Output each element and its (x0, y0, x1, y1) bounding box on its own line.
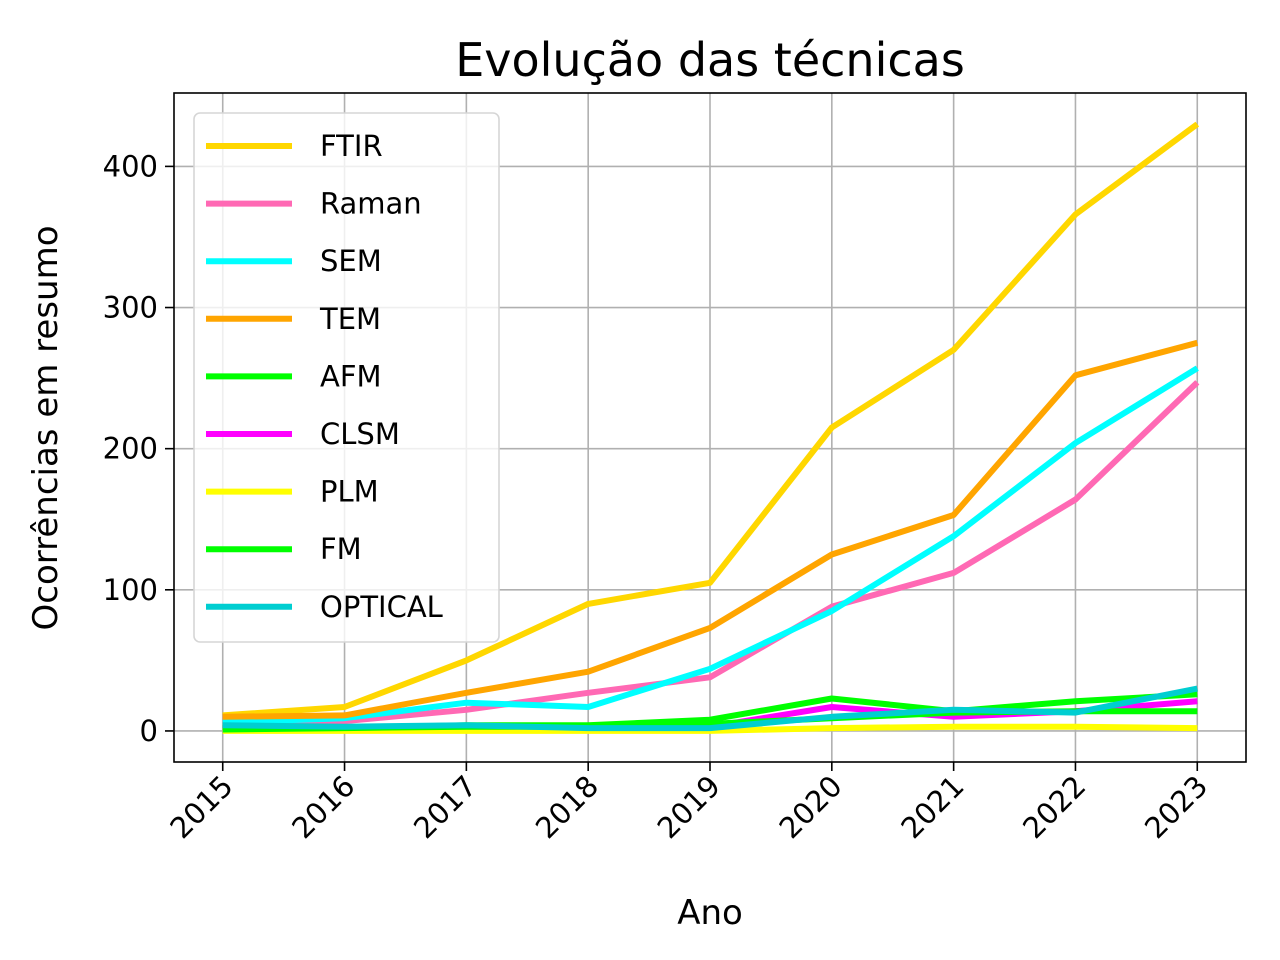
y-tick-label: 200 (103, 432, 158, 466)
legend-label-plm: PLM (320, 475, 379, 509)
series-line-sem (222, 365, 1199, 726)
x-axis-label: Ano (677, 893, 743, 933)
series-line-optical (222, 685, 1198, 732)
legend-label-ftir: FTIR (320, 129, 383, 163)
y-axis-label: Ocorrências em resumo (26, 225, 66, 630)
y-tick-label: 100 (103, 573, 158, 607)
legend-label-optical: OPTICAL (320, 590, 443, 624)
chart-title: Evolução das técnicas (455, 33, 965, 87)
legend-label-raman: Raman (320, 187, 422, 221)
y-tick-label: 300 (103, 291, 158, 325)
series-lines (222, 121, 1200, 734)
legend-label-fm: FM (320, 532, 362, 566)
series-line-ftir (222, 121, 1200, 719)
y-tick-label: 400 (103, 149, 158, 183)
legend-label-afm: AFM (320, 359, 382, 393)
legend-box (193, 112, 500, 643)
y-axis-ticks: 0 100 200 300 400 (103, 149, 174, 748)
legend-label-sem: SEM (320, 244, 382, 278)
legend-label-clsm: CLSM (320, 417, 400, 451)
legend-label-tem: TEM (319, 302, 381, 336)
series-line-raman (222, 380, 1200, 725)
series-line-tem (222, 339, 1199, 720)
y-tick-label: 0 (140, 714, 158, 748)
legend: FTIR Raman SEM TEM AFM CLSM PLM FM OPTICAL (193, 112, 500, 643)
